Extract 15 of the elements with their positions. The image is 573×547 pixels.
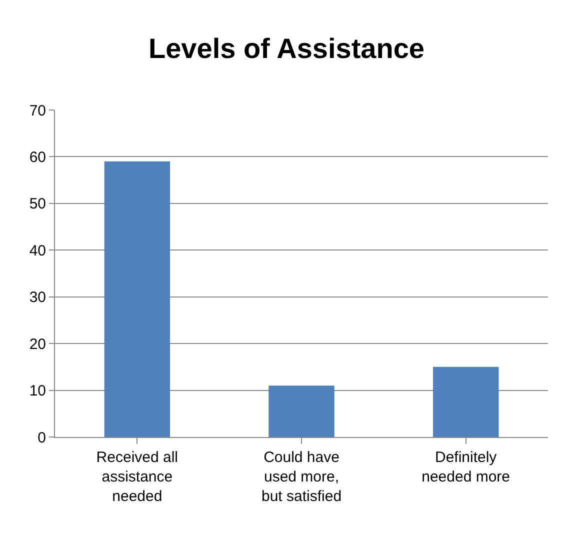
y-tick-label: 10 [29, 382, 46, 400]
x-tick-label: Could have used more, but satisfied [261, 449, 342, 505]
y-tick-label: 30 [29, 289, 46, 306]
y-tick-label: 20 [29, 336, 46, 353]
y-tick-label: 40 [29, 242, 46, 260]
chart-title: Levels of Assistance [148, 32, 424, 64]
bar [104, 161, 170, 437]
y-tick-label: 0 [38, 429, 46, 446]
bar [432, 366, 499, 437]
x-tick-label: Received all assistance needed [96, 449, 178, 505]
y-tick-label: 50 [29, 196, 46, 213]
x-tick-label: Definitely needed more [422, 449, 510, 486]
bar [268, 386, 334, 437]
y-tick-label: 60 [29, 148, 46, 166]
y-tick-label: 70 [29, 102, 46, 120]
